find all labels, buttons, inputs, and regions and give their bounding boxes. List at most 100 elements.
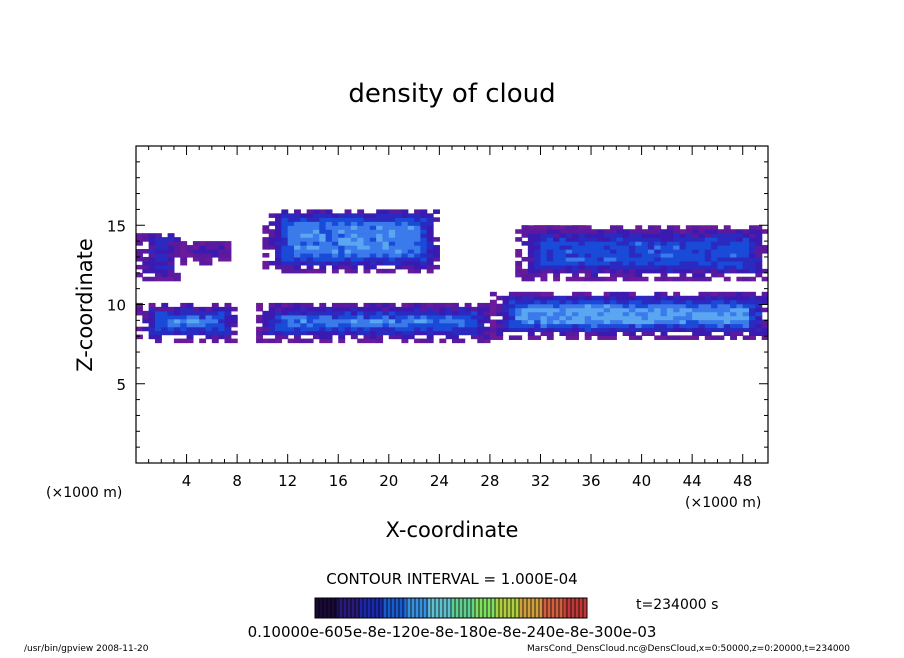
cloud-cell (363, 264, 371, 270)
cloud-cell (755, 327, 763, 333)
cloud-cell (312, 221, 320, 226)
cloud-cell (369, 310, 377, 316)
cloud-cell (673, 233, 681, 238)
cloud-cell (369, 252, 377, 258)
cloud-cell (622, 311, 630, 317)
cloud-cell (755, 249, 763, 254)
cloud-cell (692, 335, 700, 340)
cloud-cell (414, 213, 421, 218)
cloud-cell (148, 241, 156, 246)
cloud-cell (363, 213, 371, 218)
cloud-cell (616, 260, 624, 266)
cloud-cell (584, 272, 592, 278)
cloud-cell (515, 307, 523, 313)
cloud-cell (685, 260, 693, 266)
cloud-cell (388, 256, 396, 262)
cloud-cell (180, 314, 188, 320)
cloud-cell (325, 256, 333, 262)
cloud-cell (591, 241, 598, 246)
cloud-cell (445, 310, 453, 316)
cloud-cell (281, 213, 289, 218)
cloud-cell (426, 237, 434, 242)
cloud-cell (407, 310, 415, 316)
cloud-cell (218, 310, 226, 316)
cloud-cell (641, 256, 649, 262)
cloud-cell (698, 327, 706, 333)
cloud-cell (508, 311, 516, 317)
cloud-cell (218, 322, 226, 328)
cloud-cell (306, 221, 314, 226)
cloud-cell (584, 245, 592, 250)
cloud-cell (679, 311, 687, 317)
cloud-cell (641, 245, 649, 250)
cloud-cell (704, 303, 712, 309)
cloud-cell (736, 299, 744, 305)
cloud-cell (407, 268, 415, 274)
cloud-cell (148, 302, 156, 308)
cloud-cell (376, 322, 384, 328)
cloud-cell (433, 322, 440, 328)
cloud-cell (173, 272, 181, 278)
cloud-cell (749, 335, 756, 340)
cloud-cell (660, 323, 668, 329)
cloud-cell (572, 252, 579, 258)
cloud-cell (325, 334, 333, 340)
cloud-cell (540, 327, 548, 333)
cloud-cell (654, 241, 662, 246)
cloud-cell (199, 245, 207, 250)
cloud-cell (591, 252, 598, 258)
cloud-cell (698, 245, 706, 250)
cloud-cell (173, 252, 181, 258)
cloud-cell (230, 322, 238, 328)
cloud-cell (331, 318, 339, 324)
cloud-cell (647, 241, 655, 246)
cloud-cell (540, 241, 548, 246)
x-tick-label: 32 (531, 472, 550, 490)
cloud-cell (338, 326, 346, 332)
cloud-cell (578, 303, 586, 309)
cloud-cell (603, 252, 611, 258)
cloud-cell (287, 241, 295, 246)
cloud-cell (154, 241, 162, 246)
cloud-cell (464, 322, 472, 328)
cloud-cell (199, 260, 207, 266)
cloud-cell (344, 209, 352, 214)
cloud-cell (338, 338, 346, 344)
cloud-cell (331, 252, 339, 258)
cloud-cell (635, 229, 643, 234)
cloud-cell (275, 233, 282, 238)
cloud-cell (344, 225, 352, 230)
cloud-cell (654, 264, 662, 270)
cloud-cell (173, 245, 181, 250)
cloud-cell (357, 330, 365, 336)
cloud-cell (521, 303, 529, 309)
cloud-cell (205, 330, 213, 336)
cloud-cell (755, 260, 763, 266)
cloud-cell (704, 291, 712, 297)
cloud-cell (597, 295, 605, 301)
cloud-cell (230, 338, 238, 344)
cloud-cell (540, 331, 548, 337)
cloud-cell (306, 306, 314, 312)
cloud-cell (338, 306, 346, 312)
cloud-cell (338, 241, 346, 246)
cloud-cell (319, 302, 327, 308)
cloud-cell (483, 334, 491, 340)
cloud-cell (154, 276, 162, 282)
cloud-cell (388, 221, 396, 226)
cloud-cell (622, 237, 630, 242)
cloud-cell (363, 326, 371, 332)
cloud-cell (584, 331, 592, 337)
cloud-cell (331, 225, 339, 230)
cloud-cell (572, 331, 579, 337)
cloud-cell (553, 237, 561, 242)
cloud-cell (319, 249, 327, 254)
cloud-cell (312, 256, 320, 262)
cloud-cell (717, 260, 725, 266)
cloud-cell (527, 327, 535, 333)
cloud-cell (610, 249, 617, 254)
cloud-cell (685, 311, 693, 317)
cloud-cell (698, 323, 706, 329)
cloud-cell (508, 303, 516, 309)
cloud-cell (534, 295, 542, 301)
